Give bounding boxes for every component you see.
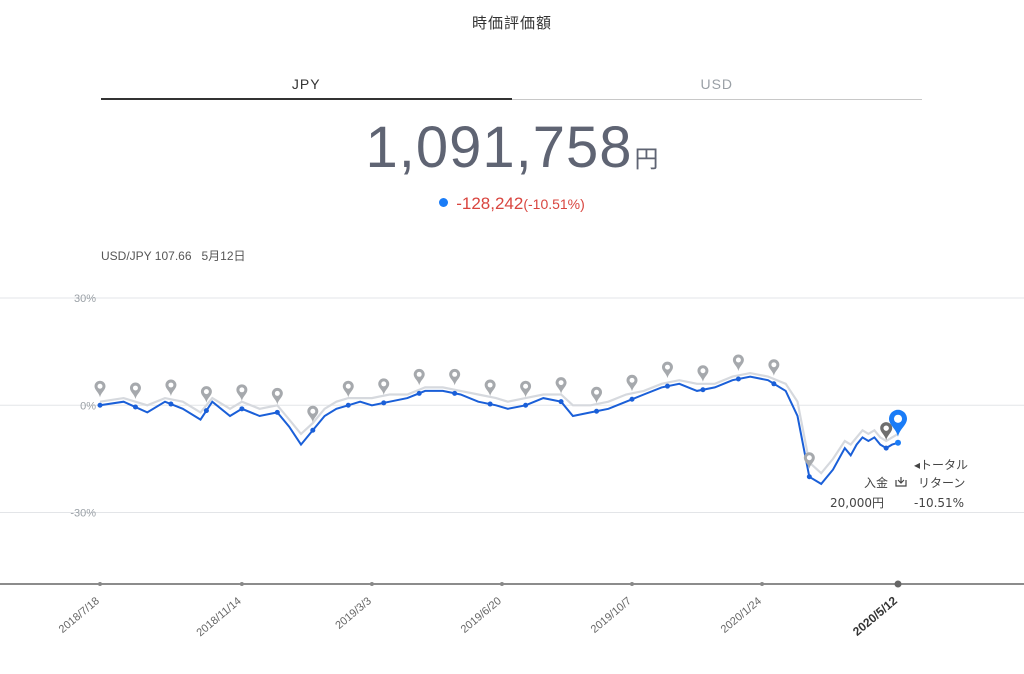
event-dot bbox=[735, 376, 741, 382]
x-tick-dot bbox=[760, 582, 765, 586]
fx-pair: USD/JPY 107.66 bbox=[101, 249, 192, 263]
event-marker-icon[interactable] bbox=[661, 361, 673, 379]
event-dot bbox=[274, 409, 280, 415]
total-return-label-1: ◂トータル bbox=[914, 458, 968, 472]
deposit-label: 入金 bbox=[864, 475, 888, 490]
deposit-amount: 20,000円 bbox=[830, 496, 884, 510]
x-tick-label: 2019/6/20 bbox=[459, 595, 504, 636]
page-title: 時価評価額 bbox=[471, 14, 552, 32]
tab-usd[interactable]: USD bbox=[511, 72, 922, 100]
total-return-label-2: リターン bbox=[918, 476, 965, 490]
event-dot bbox=[345, 402, 351, 408]
event-marker-icon[interactable] bbox=[236, 384, 248, 401]
x-tick-label: 2018/7/18 bbox=[57, 595, 102, 636]
event-marker-icon[interactable] bbox=[307, 405, 319, 423]
event-marker-icon[interactable] bbox=[271, 387, 283, 405]
event-marker-icon[interactable] bbox=[129, 382, 141, 400]
current-dot-icon bbox=[439, 198, 449, 207]
event-marker-icon[interactable] bbox=[626, 374, 638, 392]
x-tick-dot bbox=[98, 582, 102, 586]
event-marker-icon[interactable] bbox=[94, 380, 106, 398]
y-tick-label: 30% bbox=[74, 293, 96, 305]
x-tick-dot bbox=[894, 580, 902, 588]
valuation-number: 1,091,758 bbox=[365, 115, 633, 180]
x-tick-label: 2020/1/24 bbox=[719, 595, 764, 636]
event-marker-icon[interactable] bbox=[378, 378, 390, 395]
x-tick-dot bbox=[630, 582, 634, 586]
event-dot bbox=[771, 381, 777, 387]
event-marker-icon[interactable] bbox=[697, 365, 709, 382]
event-marker-icon[interactable] bbox=[732, 354, 744, 372]
event-dot bbox=[132, 404, 138, 410]
event-dot bbox=[310, 427, 316, 433]
event-dot bbox=[381, 400, 387, 406]
event-dot bbox=[97, 402, 103, 408]
event-marker-icon[interactable] bbox=[555, 377, 567, 394]
event-marker-icon[interactable] bbox=[165, 379, 177, 397]
event-dot bbox=[203, 408, 209, 414]
event-marker-icon[interactable] bbox=[484, 379, 496, 397]
x-tick-label: 2020/5/12 bbox=[850, 593, 900, 638]
event-dot bbox=[558, 399, 564, 405]
event-marker-icon[interactable] bbox=[803, 452, 815, 469]
x-tick-dot bbox=[239, 582, 244, 586]
series-line-primary bbox=[99, 375, 899, 486]
event-dot bbox=[239, 406, 245, 412]
y-tick-label: -30% bbox=[70, 508, 96, 520]
event-marker-icon[interactable] bbox=[591, 386, 603, 404]
x-tick-label: 2019/10/7 bbox=[589, 595, 634, 636]
event-dot bbox=[883, 445, 889, 451]
current-point bbox=[895, 439, 901, 446]
change-amount: -128,242 bbox=[456, 194, 524, 213]
valuation-amount: 1,091,758円 bbox=[0, 114, 1024, 181]
event-dot bbox=[700, 387, 706, 393]
event-dot bbox=[523, 402, 529, 408]
event-dot bbox=[806, 474, 812, 480]
event-dot bbox=[452, 390, 458, 396]
event-marker-icon[interactable] bbox=[768, 359, 780, 376]
event-dot bbox=[168, 401, 174, 407]
event-dot bbox=[487, 401, 493, 407]
event-dot bbox=[664, 383, 670, 389]
deposit-icon bbox=[895, 477, 907, 487]
x-tick-label: 2018/11/14 bbox=[195, 595, 244, 639]
event-dot bbox=[629, 396, 635, 402]
valuation-unit: 円 bbox=[634, 145, 659, 173]
x-tick-dot bbox=[369, 582, 374, 586]
fx-rate: USD/JPY 107.66 5月12日 bbox=[101, 247, 256, 264]
event-dot bbox=[594, 408, 600, 414]
current-position-marker-icon[interactable] bbox=[889, 409, 907, 437]
event-marker-icon[interactable] bbox=[200, 386, 212, 403]
tab-jpy[interactable]: JPY bbox=[101, 72, 512, 100]
event-marker-icon[interactable] bbox=[413, 368, 425, 386]
event-marker-icon[interactable] bbox=[342, 380, 354, 398]
event-marker-icon[interactable] bbox=[449, 368, 461, 386]
total-return-value: -10.51% bbox=[914, 496, 964, 510]
x-tick-label: 2019/3/3 bbox=[333, 595, 374, 632]
change-percent: (-10.51%) bbox=[523, 196, 585, 212]
event-dot bbox=[416, 390, 422, 396]
y-tick-label: 0% bbox=[80, 400, 96, 412]
series-line-secondary bbox=[99, 371, 899, 475]
currency-tabs: JPY USD bbox=[101, 72, 922, 100]
deposit-marker-icon[interactable] bbox=[880, 422, 893, 441]
x-tick-dot bbox=[499, 582, 504, 586]
event-marker-icon[interactable] bbox=[520, 380, 532, 398]
fx-date: 5月12日 bbox=[201, 249, 246, 263]
valuation-change: -128,242(-10.51%) bbox=[0, 194, 1024, 214]
